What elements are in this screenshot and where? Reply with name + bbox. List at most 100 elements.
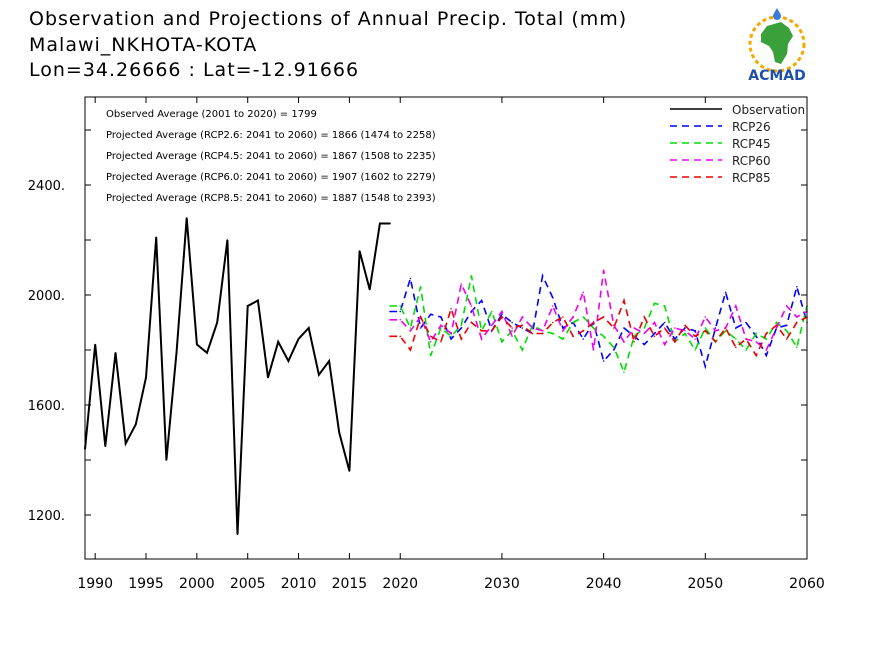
- data-point-rcp85: [541, 332, 544, 335]
- data-point-rcp45: [470, 274, 473, 277]
- data-point-rcp45: [612, 346, 615, 349]
- data-point-rcp26: [714, 327, 717, 329]
- data-point-rcp26: [511, 321, 513, 324]
- data-point-observation: [287, 360, 290, 362]
- y-tick-label: 1200.: [28, 509, 65, 524]
- data-point-observation: [379, 222, 381, 225]
- data-point-rcp60: [765, 349, 768, 351]
- data-point-rcp85: [796, 321, 798, 324]
- data-point-rcp45: [735, 338, 737, 340]
- data-point-rcp26: [399, 310, 402, 313]
- data-point-rcp85: [511, 327, 513, 329]
- data-point-observation: [114, 351, 117, 354]
- data-point-rcp85: [562, 316, 564, 318]
- data-point-rcp45: [755, 332, 757, 335]
- legend-label-rcp45: RCP45: [732, 137, 771, 151]
- data-point-rcp60: [714, 329, 717, 332]
- data-point-observation: [277, 340, 280, 343]
- x-tick-label: 2005: [230, 576, 266, 592]
- data-point-rcp60: [755, 340, 757, 343]
- data-point-observation: [348, 470, 351, 472]
- data-point-rcp85: [612, 327, 615, 329]
- data-point-rcp26: [745, 321, 747, 324]
- x-tick-label: 2020: [382, 576, 418, 592]
- data-point-rcp45: [582, 316, 585, 318]
- data-point-rcp26: [460, 327, 463, 329]
- data-point-observation: [226, 239, 229, 241]
- legend-label-rcp85: RCP85: [732, 171, 771, 185]
- data-point-rcp85: [674, 340, 676, 343]
- data-point-rcp26: [429, 313, 432, 316]
- data-point-rcp60: [775, 327, 778, 329]
- data-point-rcp26: [521, 327, 524, 329]
- data-point-rcp85: [582, 329, 585, 332]
- series-line-rcp85: [390, 297, 808, 358]
- y-tick-label: 2400.: [28, 179, 65, 194]
- data-point-rcp26: [389, 310, 391, 313]
- data-point-rcp60: [409, 329, 412, 332]
- data-point-rcp85: [450, 307, 452, 310]
- data-point-rcp26: [562, 327, 564, 329]
- x-tick-label: 1995: [128, 576, 164, 592]
- data-point-rcp85: [399, 335, 402, 338]
- data-point-rcp60: [399, 318, 402, 321]
- data-point-rcp60: [389, 318, 391, 321]
- data-point-rcp85: [440, 340, 442, 343]
- data-point-observation: [155, 236, 157, 239]
- data-point-rcp45: [775, 321, 778, 324]
- data-point-rcp45: [399, 305, 402, 307]
- data-point-rcp60: [653, 321, 656, 324]
- data-point-observation: [206, 351, 208, 354]
- africa-map-logo-icon: ACMAD: [748, 8, 806, 84]
- x-tick-label: 2010: [281, 576, 317, 592]
- data-point-observation: [135, 423, 137, 426]
- data-point-observation: [104, 445, 107, 448]
- data-point-rcp26: [551, 296, 554, 299]
- data-point-rcp85: [694, 335, 696, 338]
- data-point-rcp45: [694, 349, 696, 351]
- axes: 1990 1995 2000 2005 2010 2015 2020 2030 2040 2050…: [28, 96, 825, 592]
- data-point-rcp60: [460, 283, 463, 285]
- data-point-rcp60: [531, 327, 534, 329]
- data-point-rcp85: [572, 335, 574, 338]
- data-point-rcp45: [409, 327, 412, 329]
- data-point-rcp60: [429, 340, 432, 343]
- data-point-rcp26: [470, 310, 473, 313]
- legend-label-rcp60: RCP60: [732, 154, 771, 168]
- data-point-rcp45: [765, 338, 768, 340]
- legend-label-observation: Observation: [732, 103, 805, 117]
- data-point-rcp85: [419, 316, 422, 318]
- data-point-observation: [358, 250, 361, 252]
- data-point-rcp45: [429, 354, 432, 357]
- data-point-rcp26: [623, 327, 625, 329]
- data-point-rcp60: [562, 329, 564, 332]
- data-point-rcp45: [521, 349, 524, 351]
- data-point-rcp45: [511, 329, 513, 332]
- series-layer: [84, 217, 808, 536]
- station-name: Malawi_NKHOTA-KOTA: [29, 34, 258, 56]
- data-point-rcp85: [724, 327, 727, 329]
- data-point-rcp85: [623, 299, 625, 302]
- legend: Observation RCP26 RCP45 RCP60 RCP85: [670, 103, 805, 185]
- data-point-rcp45: [623, 371, 625, 373]
- data-point-rcp26: [724, 291, 727, 294]
- data-point-rcp26: [796, 285, 798, 288]
- data-point-rcp85: [745, 338, 747, 340]
- data-point-rcp85: [460, 338, 463, 340]
- station-coordinates: Lon=34.26666 : Lat=-12.91666: [29, 59, 360, 81]
- data-point-rcp60: [501, 310, 503, 313]
- data-point-rcp60: [785, 305, 788, 307]
- data-point-rcp85: [409, 349, 412, 351]
- data-point-rcp45: [785, 329, 788, 332]
- data-point-rcp85: [643, 316, 646, 318]
- data-point-rcp60: [663, 343, 666, 346]
- data-point-rcp45: [450, 335, 452, 338]
- data-point-rcp45: [419, 285, 422, 288]
- data-point-rcp85: [714, 340, 717, 343]
- data-point-rcp45: [653, 302, 656, 305]
- data-point-rcp60: [541, 329, 544, 332]
- data-point-rcp85: [735, 346, 737, 349]
- data-point-rcp45: [572, 321, 574, 324]
- data-point-observation: [368, 288, 371, 291]
- data-point-rcp60: [490, 324, 493, 327]
